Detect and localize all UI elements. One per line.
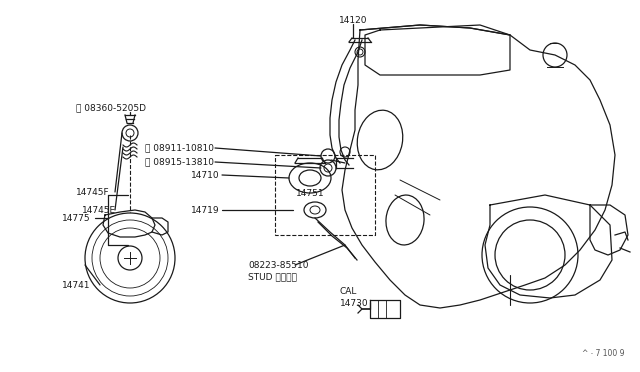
- Text: Ⓦ 08915-13810: Ⓦ 08915-13810: [145, 157, 214, 167]
- Text: 14745E: 14745E: [82, 205, 116, 215]
- Text: Ⓝ 08911-10810: Ⓝ 08911-10810: [145, 144, 214, 153]
- Text: STUD スタッド: STUD スタッド: [248, 273, 297, 282]
- Text: 14120: 14120: [339, 16, 367, 25]
- Text: 14745F: 14745F: [76, 187, 109, 196]
- Text: ^ ⋅ 7 100 9: ^ ⋅ 7 100 9: [582, 349, 625, 358]
- Text: 14741: 14741: [62, 280, 90, 289]
- Text: 14751: 14751: [296, 189, 324, 198]
- Text: 14775: 14775: [62, 214, 91, 222]
- Text: 14730: 14730: [340, 298, 369, 308]
- Text: Ⓢ 08360-5205D: Ⓢ 08360-5205D: [76, 103, 146, 112]
- Text: 14710: 14710: [191, 170, 220, 180]
- Text: 14719: 14719: [191, 205, 220, 215]
- Text: CAL: CAL: [340, 288, 357, 296]
- Text: 08223-85510: 08223-85510: [248, 260, 308, 269]
